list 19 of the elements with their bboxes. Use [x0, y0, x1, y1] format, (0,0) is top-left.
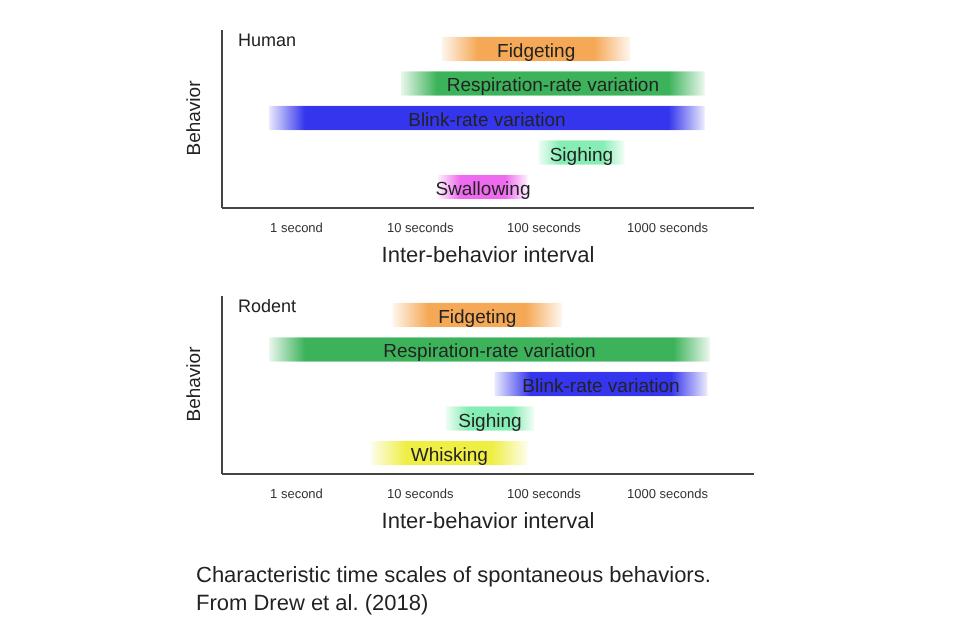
y-tick-label: Respiration-rate variation: [383, 341, 596, 364]
y-tick-label: Whisking: [410, 445, 488, 468]
text: From Drew et al. (2018): [196, 592, 429, 616]
chart-title: Rodent: [238, 296, 298, 316]
y-tick-label: Blink-rate variation: [522, 376, 680, 398]
x-axis-title: Inter-behavior interval: [381, 510, 595, 534]
text: Characteristic time scales of spontaneous behaviors.: [196, 564, 711, 588]
y-axis-title: Behavior: [184, 346, 206, 422]
y-tick-label: Fidgeting: [438, 306, 517, 329]
bar: [269, 337, 710, 362]
bar: [269, 105, 705, 131]
chart-title: Human: [238, 30, 297, 50]
y-tick-label: Fidgeting: [497, 40, 576, 63]
y-tick-label: Sighing: [549, 144, 614, 167]
x-axis-title: Inter-behavior interval: [381, 244, 595, 268]
y-tick-label: Blink-rate variation: [408, 110, 566, 132]
y-tick-label: Sighing: [458, 410, 522, 433]
y-tick-label: Respiration-rate variation: [446, 75, 660, 98]
y-axis-title: Behavior: [184, 80, 206, 156]
